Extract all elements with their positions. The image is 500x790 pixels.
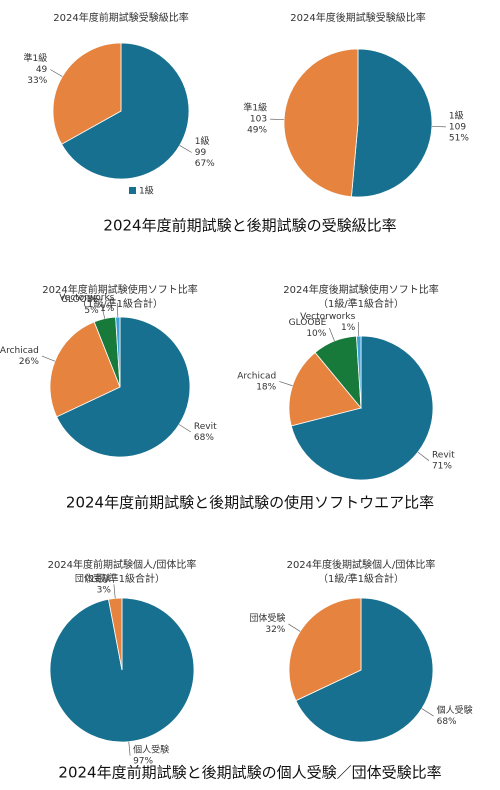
slice-label: 1級 (449, 109, 464, 121)
chart-subtitle: （1級/準1級合計） (77, 297, 163, 310)
caption: 2024年度前期試験と後期試験の個人受験／団体受験比率 (58, 764, 441, 782)
leader-line (50, 69, 63, 77)
slice-label: 団体受験 (249, 612, 285, 624)
slice-label: 個人受験 (437, 704, 473, 716)
slice-label: 1% (100, 304, 115, 314)
leader-line (421, 708, 434, 717)
slice-label: Revit (432, 451, 455, 461)
slice-label: Revit (194, 422, 217, 432)
leader-line (431, 125, 446, 128)
slice-label: 68% (437, 717, 457, 727)
pie-slice (288, 597, 362, 702)
slice-label: 33% (27, 76, 47, 86)
slice-label: GLOOBE (61, 295, 99, 305)
pie-slice (350, 48, 433, 198)
slice-label: 51% (449, 133, 469, 143)
slice-label: 71% (432, 462, 452, 472)
slice-label: 49% (247, 126, 267, 136)
pie-slice (283, 48, 359, 198)
chart-subtitle: （1級/準1級合計） (318, 572, 404, 585)
chart-title: 2024年度後期試験使用ソフト比率 (283, 283, 438, 296)
legend-swatch (129, 187, 136, 194)
caption: 2024年度前期試験と後期試験の使用ソフトウエア比率 (66, 494, 434, 512)
leader-line (329, 327, 335, 342)
leader-line (179, 145, 192, 153)
slice-label: 5% (84, 306, 99, 316)
slice-label: 109 (449, 122, 466, 132)
pie-slice (295, 597, 434, 743)
slice-label: Archicad (237, 371, 276, 381)
slice-label: 68% (194, 433, 214, 443)
pie-slice (52, 42, 122, 145)
slice-label: 1級 (195, 135, 210, 147)
legend-label: 1級 (139, 185, 154, 197)
slice-label: 26% (19, 357, 39, 367)
slice-label: 49 (36, 65, 48, 75)
leader-line (417, 451, 430, 461)
slice-label: Vectorworks (59, 293, 114, 303)
leader-line (128, 741, 131, 756)
chart-title: 2024年度前期試験受験級比率 (53, 11, 188, 24)
slice-label: 67% (195, 159, 215, 169)
leader-line (113, 584, 116, 599)
chart-subtitle: （1級/準1級合計） (318, 297, 404, 310)
slice-label: 3% (97, 585, 112, 595)
caption: 2024年度前期試験と後期試験の受験級比率 (103, 217, 396, 235)
slice-label: Archicad (0, 346, 39, 356)
leader-line (279, 381, 293, 387)
leader-line (41, 355, 56, 362)
slice-label: 99 (195, 148, 207, 158)
chart-title: 2024年度後期試験個人/団体比率 (287, 558, 436, 571)
leader-line (270, 118, 285, 121)
leader-line (101, 304, 106, 319)
slice-label: 32% (265, 625, 285, 635)
chart-title: 2024年度前期試験使用ソフト比率 (42, 283, 197, 296)
slice-label: 団体受験 (75, 572, 111, 584)
chart-title: 2024年度後期試験受験級比率 (290, 11, 425, 24)
pie-slice (56, 316, 191, 458)
slice-label: GLOOBE (289, 318, 327, 328)
pie-slice (49, 321, 121, 418)
slice-label: 10% (306, 329, 326, 339)
chart-subtitle: （1級/準1級合計） (79, 572, 165, 585)
slice-label: Vectorworks (300, 312, 355, 322)
slice-label: 18% (256, 382, 276, 392)
slice-label: 準1級 (24, 52, 48, 64)
chart-title: 2024年度前期試験個人/団体比率 (48, 558, 197, 571)
slice-label: 103 (250, 115, 267, 125)
leader-line (178, 424, 192, 433)
slice-label: 準1級 (243, 102, 267, 114)
slice-label: 1% (341, 323, 356, 333)
pie-slice (290, 335, 434, 481)
leader-line (288, 623, 301, 632)
slice-label: 個人受験 (133, 744, 169, 756)
slice-label: 97% (133, 757, 153, 767)
